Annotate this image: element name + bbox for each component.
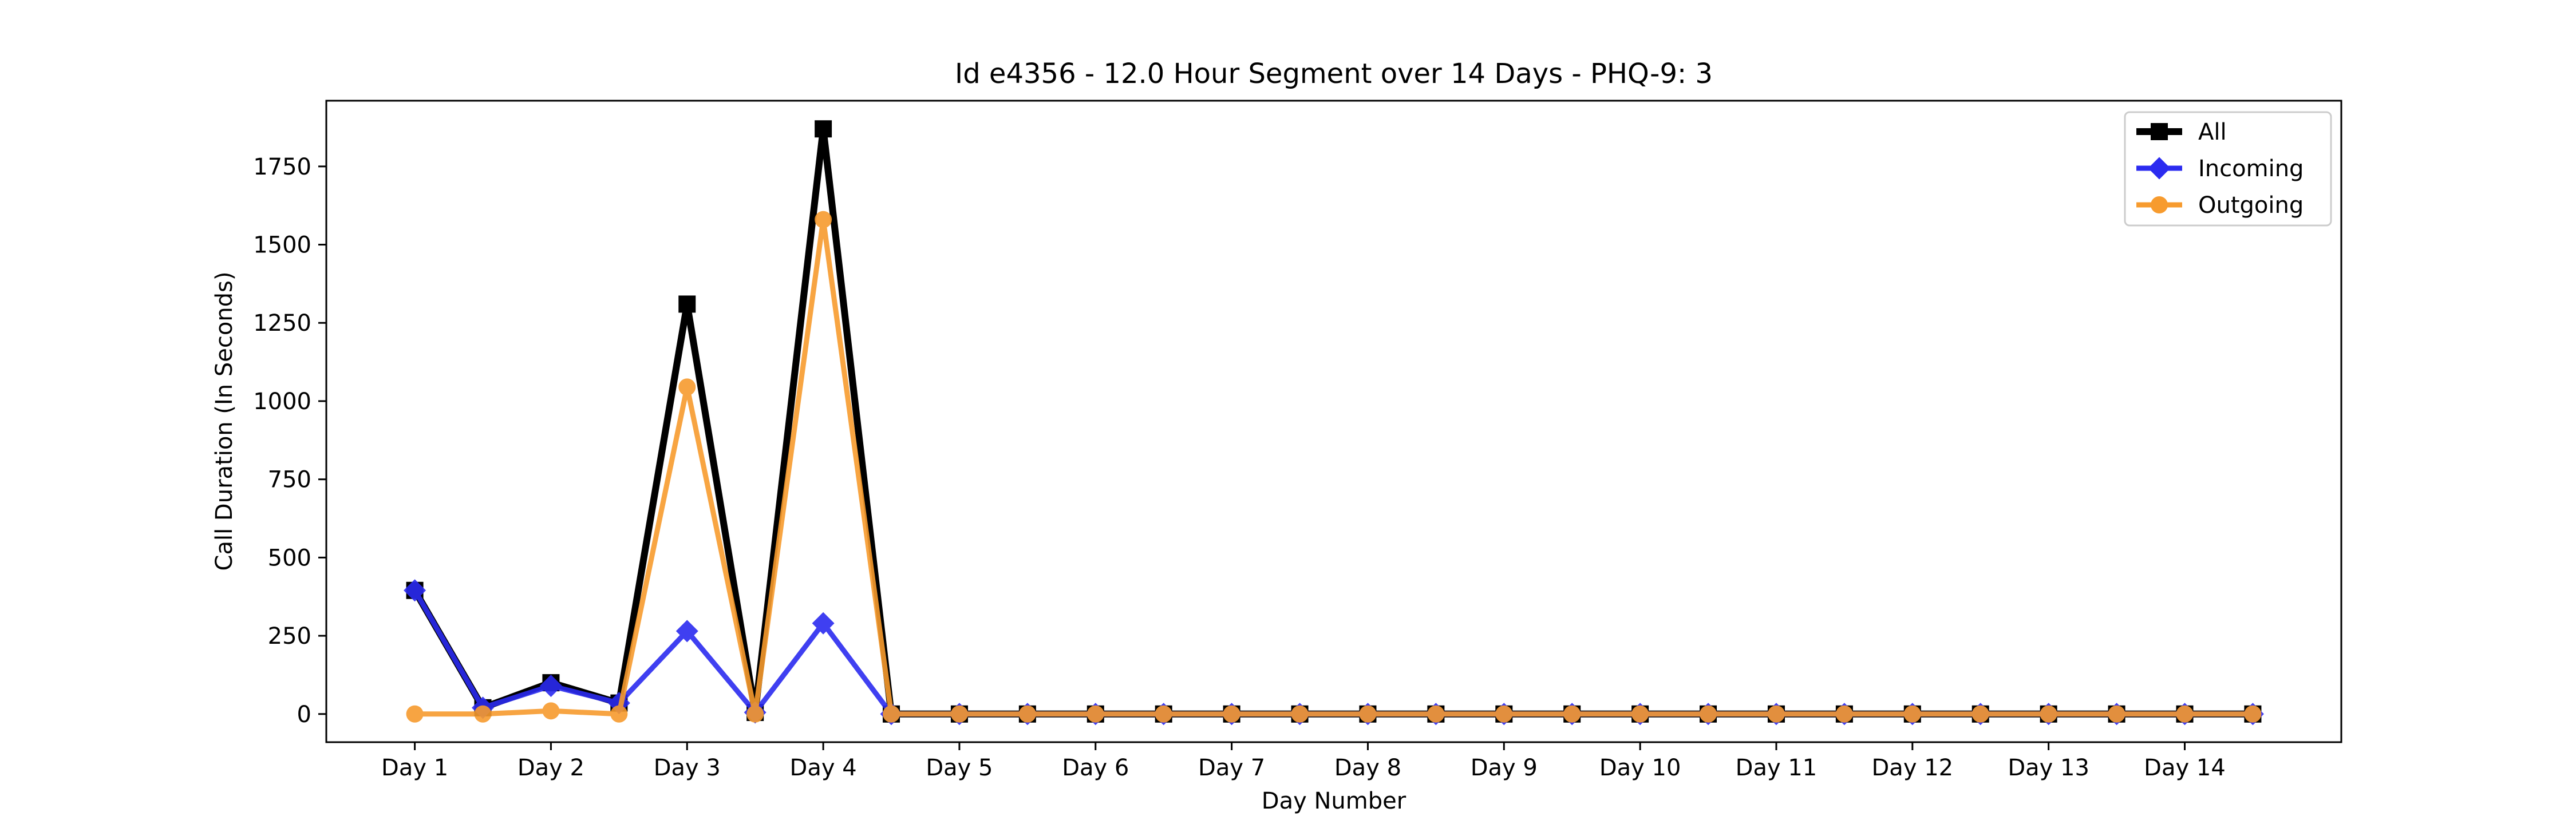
y-tick-label: 1500	[253, 232, 311, 259]
data-point	[1018, 705, 1036, 723]
data-point	[675, 620, 698, 643]
data-point	[1700, 705, 1717, 723]
x-axis: Day 1 Day 2 Day 3 Day 4 Day 5 Day 6 Day 7 Day 8…	[381, 742, 2226, 781]
legend-marker	[2148, 157, 2171, 180]
data-point	[474, 705, 492, 723]
data-point	[815, 120, 832, 138]
data-point	[2108, 705, 2125, 723]
x-tick-label: Day 9	[1471, 755, 1538, 781]
chart-title: Id e4356 - 12.0 Hour Segment over 14 Day…	[955, 58, 1713, 90]
legend-label: Outgoing	[2198, 192, 2304, 219]
y-tick-label: 500	[268, 545, 311, 571]
data-point	[2040, 705, 2057, 723]
data-point	[1155, 705, 1172, 723]
data-point	[815, 211, 832, 228]
y-axis: 0 250 500 750 1000 1250 1500 1750	[253, 154, 326, 728]
y-tick-label: 1750	[253, 154, 311, 180]
data-point	[542, 702, 560, 720]
data-point	[406, 705, 424, 723]
data-point	[1563, 705, 1581, 723]
x-tick-label: Day 12	[1872, 755, 1954, 781]
y-tick-label: 0	[297, 702, 311, 728]
series-line	[414, 219, 2253, 717]
x-tick-label: Day 2	[517, 755, 584, 781]
x-tick-label: Day 3	[654, 755, 721, 781]
data-point	[883, 705, 900, 723]
data-point	[746, 705, 764, 723]
x-tick-label: Day 8	[1334, 755, 1401, 781]
data-point	[1291, 705, 1309, 723]
data-point	[2244, 705, 2262, 723]
y-axis-label: Call Duration (In Seconds)	[211, 272, 238, 571]
x-tick-label: Day 1	[381, 755, 448, 781]
data-point	[812, 612, 835, 635]
x-tick-label: Day 13	[2008, 755, 2089, 781]
data-point	[1223, 705, 1240, 723]
data-point	[1086, 705, 1104, 723]
y-tick-label: 250	[268, 623, 311, 649]
x-tick-label: Day 11	[1736, 755, 1818, 781]
data-point	[1767, 705, 1785, 723]
data-point	[1971, 705, 1989, 723]
data-point	[950, 705, 968, 723]
legend: All Incoming Outgoing	[2124, 111, 2332, 227]
series-outgoing	[406, 211, 2262, 723]
legend-label: Incoming	[2198, 156, 2304, 182]
x-tick-label: Day 14	[2144, 755, 2226, 781]
data-point	[610, 705, 628, 723]
y-tick-label: 750	[268, 467, 311, 493]
x-tick-label: Day 10	[1599, 755, 1681, 781]
legend-box	[2124, 111, 2332, 227]
data-point	[1359, 705, 1377, 723]
x-axis-label: Day Number	[1262, 788, 1406, 814]
data-point	[1495, 705, 1513, 723]
data-point	[1903, 705, 1921, 723]
data-point	[1631, 705, 1649, 723]
data-point	[2176, 705, 2194, 723]
series-layer	[404, 120, 2264, 726]
data-point	[678, 378, 696, 396]
plot-area	[325, 100, 2342, 743]
data-point	[678, 295, 696, 313]
legend-marker	[2151, 196, 2168, 213]
y-tick-label: 1250	[253, 310, 311, 336]
x-tick-label: Day 7	[1198, 755, 1265, 781]
x-tick-label: Day 5	[926, 755, 993, 781]
legend-marker	[2151, 123, 2168, 140]
data-point	[1427, 705, 1445, 723]
x-tick-label: Day 6	[1062, 755, 1129, 781]
data-point	[404, 579, 426, 602]
data-point	[539, 675, 562, 698]
x-tick-label: Day 4	[790, 755, 857, 781]
data-point	[1835, 705, 1853, 723]
y-tick-label: 1000	[253, 389, 311, 415]
legend-label: All	[2198, 119, 2227, 145]
